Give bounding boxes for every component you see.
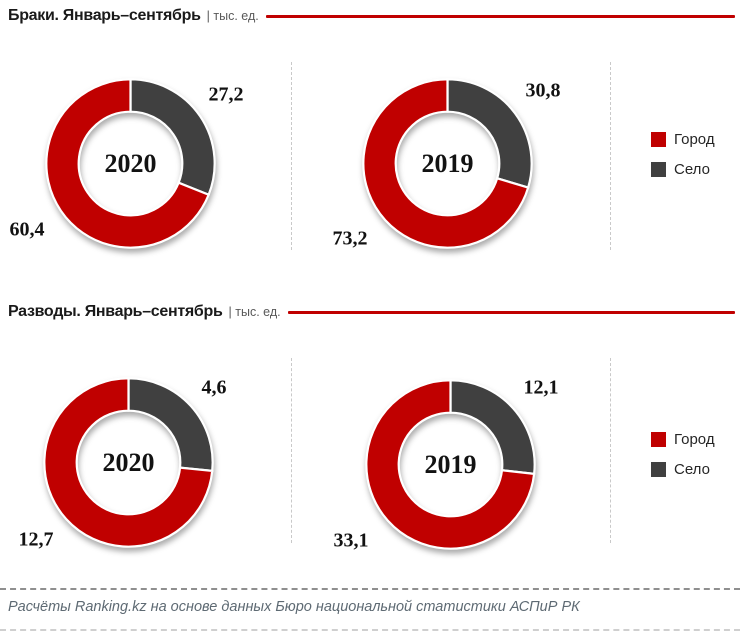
footer-dashed-divider [0, 588, 740, 590]
donut-chart [362, 78, 533, 249]
value-label-selo: 4,6 [201, 376, 227, 399]
donut-chart [365, 379, 536, 550]
legend-divorces: Город Село [651, 424, 715, 484]
legend-item-selo: Село [651, 154, 715, 184]
legend-item-gorod: Город [651, 424, 715, 454]
donut-divorces-2019: 2019 [358, 372, 543, 557]
value-label-gorod: 60,4 [9, 218, 45, 241]
legend-item-selo: Село [651, 454, 715, 484]
legend-marriages: Город Село [651, 124, 715, 184]
bottom-dashed-divider [0, 629, 740, 631]
value-label-selo: 12,1 [523, 376, 559, 399]
value-label-gorod: 73,2 [332, 227, 368, 250]
donut-marriages-2019: 2019 [355, 71, 540, 256]
column-separator [291, 358, 292, 543]
legend-label: Село [674, 460, 710, 478]
section-header-marriages: Браки. Январь–сентябрь | тыс. ед. [8, 5, 735, 27]
source-note: Расчёты Ranking.kz на основе данных Бюро… [8, 599, 580, 615]
legend-swatch-gorod [651, 131, 666, 147]
column-separator [610, 62, 611, 250]
section-header-divorces: Разводы. Январь–сентябрь | тыс. ед. [8, 301, 735, 323]
column-separator [291, 62, 292, 250]
value-label-gorod: 33,1 [333, 529, 369, 552]
value-label-selo: 27,2 [208, 83, 244, 106]
section-title: Разводы. Январь–сентябрь [8, 303, 223, 320]
donut-chart [43, 377, 214, 548]
donut-chart [45, 78, 216, 249]
legend-label: Город [674, 130, 715, 148]
value-label-gorod: 12,7 [18, 528, 54, 551]
donut-marriages-2020: 2020 [38, 71, 223, 256]
header-accent-line [287, 310, 735, 314]
legend-swatch-selo [651, 161, 666, 177]
legend-swatch-gorod [651, 431, 666, 447]
value-label-selo: 30,8 [525, 79, 561, 102]
header-accent-line [265, 14, 735, 18]
legend-item-gorod: Город [651, 124, 715, 154]
legend-label: Город [674, 430, 715, 448]
section-unit-label: | тыс. ед. [228, 305, 281, 319]
donut-divorces-2020: 2020 [36, 370, 221, 555]
legend-label: Село [674, 160, 710, 178]
legend-swatch-selo [651, 461, 666, 477]
section-unit-label: | тыс. ед. [206, 9, 259, 23]
column-separator [610, 358, 611, 543]
section-title: Браки. Январь–сентябрь [8, 7, 201, 24]
